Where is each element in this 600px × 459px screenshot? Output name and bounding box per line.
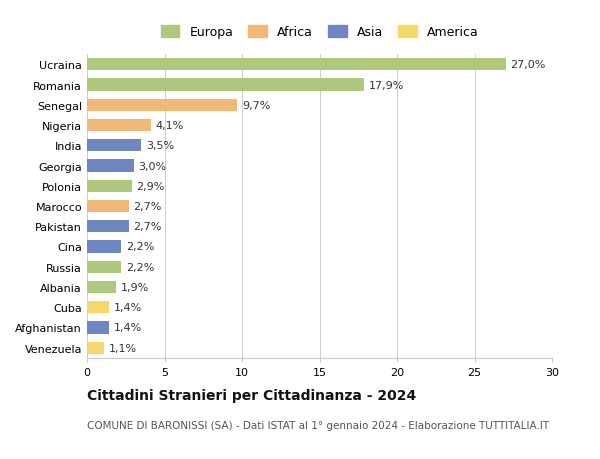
Text: 3,5%: 3,5% (146, 141, 174, 151)
Text: COMUNE DI BARONISSI (SA) - Dati ISTAT al 1° gennaio 2024 - Elaborazione TUTTITAL: COMUNE DI BARONISSI (SA) - Dati ISTAT al… (87, 420, 549, 430)
Bar (87, 201, 129, 213)
Text: Cittadini Stranieri per Cittadinanza - 2024: Cittadini Stranieri per Cittadinanza - 2… (87, 388, 416, 402)
Bar (87, 241, 121, 253)
Text: 2,7%: 2,7% (133, 202, 162, 212)
Text: 1,1%: 1,1% (109, 343, 137, 353)
Text: 3,0%: 3,0% (138, 161, 166, 171)
Text: 2,2%: 2,2% (126, 262, 154, 272)
Bar (87, 221, 129, 233)
Bar (87, 79, 364, 91)
Bar (87, 59, 505, 71)
Text: 4,1%: 4,1% (155, 121, 184, 131)
Bar (87, 302, 109, 313)
Bar (87, 180, 132, 192)
Bar (87, 120, 151, 132)
Bar (87, 100, 238, 112)
Bar (87, 322, 109, 334)
Bar (87, 140, 141, 152)
Text: 2,2%: 2,2% (126, 242, 154, 252)
Text: 17,9%: 17,9% (369, 80, 404, 90)
Legend: Europa, Africa, Asia, America: Europa, Africa, Asia, America (157, 22, 482, 43)
Text: 1,4%: 1,4% (113, 323, 142, 333)
Bar (87, 281, 116, 293)
Bar (87, 160, 133, 172)
Text: 2,9%: 2,9% (137, 181, 165, 191)
Bar (87, 261, 121, 273)
Bar (87, 342, 104, 354)
Text: 27,0%: 27,0% (510, 60, 545, 70)
Text: 9,7%: 9,7% (242, 101, 271, 111)
Text: 1,4%: 1,4% (113, 302, 142, 313)
Text: 1,9%: 1,9% (121, 282, 149, 292)
Text: 2,7%: 2,7% (133, 222, 162, 232)
